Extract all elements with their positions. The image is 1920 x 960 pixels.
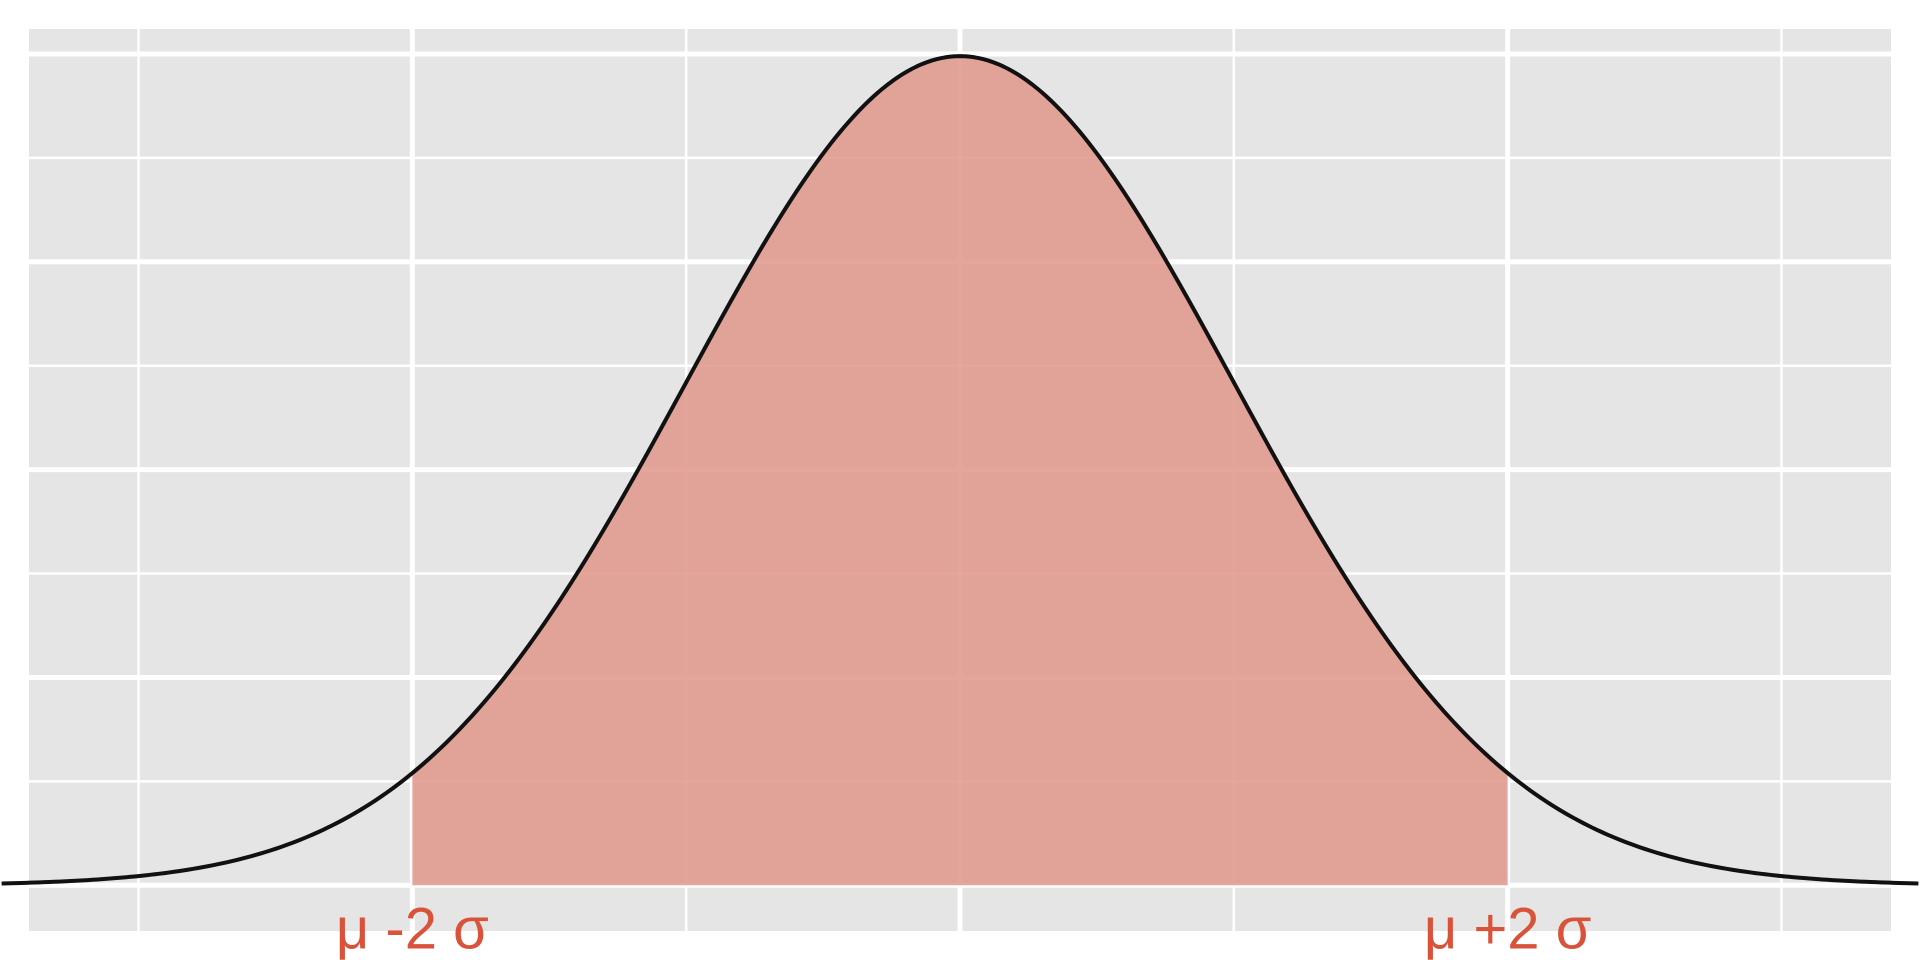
data-layer — [1, 54, 1919, 886]
annotation-minus-two-sigma: μ -2 σ — [336, 897, 489, 960]
density-curve — [1, 54, 1919, 886]
shaded-area — [412, 56, 1508, 886]
annotations: μ -2 σ μ +2 σ — [336, 897, 1592, 960]
annotation-plus-two-sigma: μ +2 σ — [1424, 897, 1592, 960]
